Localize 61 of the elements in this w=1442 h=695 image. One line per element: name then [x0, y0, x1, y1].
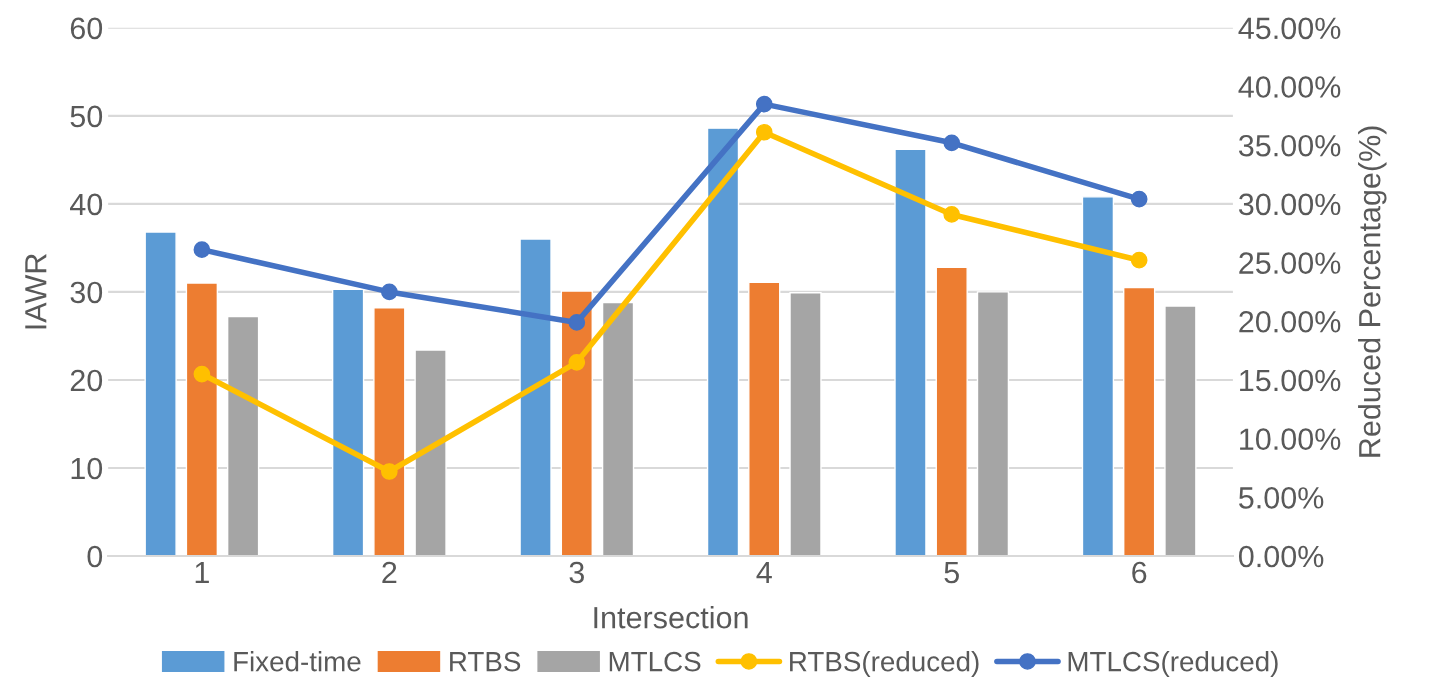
y2-tick-label: 10.00%	[1240, 428, 1341, 450]
point	[1130, 251, 1148, 269]
bar	[560, 290, 593, 556]
bar	[976, 291, 1010, 556]
x-tick-label: 5	[944, 561, 959, 584]
point	[943, 134, 961, 152]
point	[943, 206, 961, 223]
bar	[373, 307, 406, 556]
y-tick-label: 30	[70, 281, 103, 304]
y2-tick-label: 15.00%	[1240, 369, 1341, 392]
y2-tick-label: 40.00%	[1238, 76, 1341, 98]
point	[755, 123, 773, 141]
y2-tick-label: 0.00%	[1238, 545, 1324, 568]
bar	[935, 266, 968, 556]
bar	[789, 292, 822, 556]
y2-tick-label: 35.00%	[1238, 134, 1341, 157]
bar	[414, 349, 447, 556]
bar	[1081, 196, 1115, 556]
x-tick-label: 1	[195, 561, 209, 583]
y-tick-label: 40	[70, 193, 103, 216]
x-tick-label: 2	[382, 561, 397, 583]
bar	[331, 288, 365, 556]
bar	[1123, 286, 1156, 556]
y-tick-label: 60	[70, 17, 103, 40]
y2-tick-label: 25.00%	[1239, 252, 1341, 274]
x-tick-label: 4	[756, 561, 772, 583]
bar	[706, 127, 740, 556]
point	[1130, 190, 1148, 208]
x-axis-title: Intersection	[594, 606, 748, 629]
bar	[894, 148, 927, 556]
y-tick-label: 50	[70, 105, 103, 128]
point	[755, 95, 773, 113]
bar	[601, 301, 635, 556]
point	[568, 314, 586, 331]
y-tick-label: 0	[87, 545, 103, 568]
bar	[226, 315, 260, 556]
y2-tick-label: 45.00%	[1238, 17, 1341, 40]
legend-label: Fixed-time	[234, 651, 361, 672]
y2-tick-label: 30.00%	[1238, 193, 1341, 216]
bar	[185, 282, 219, 556]
legend-label: MTLCS(reduced)	[1068, 651, 1278, 677]
bar	[748, 281, 781, 556]
point	[381, 283, 398, 301]
legend-label: RTBS(reduced)	[790, 651, 979, 677]
bar	[144, 231, 177, 556]
y2-axis-title: Reduced Percentage(%)	[1358, 126, 1387, 457]
point	[568, 353, 586, 371]
legend-label: MTLCS	[609, 651, 701, 672]
bar	[519, 238, 552, 556]
legend-label: RTBS	[450, 651, 521, 672]
y-tick-label: 20	[70, 369, 103, 392]
bar	[1164, 305, 1197, 556]
y-tick-label: 10	[71, 457, 103, 480]
point	[193, 241, 211, 258]
point	[381, 463, 398, 480]
y2-tick-label: 20.00%	[1239, 310, 1341, 333]
x-tick-label: 3	[569, 561, 584, 584]
point	[193, 365, 211, 383]
y-axis-title: IAWR	[25, 254, 47, 329]
x-tick-label: 6	[1132, 561, 1147, 584]
y2-tick-label: 5.00%	[1238, 487, 1324, 509]
